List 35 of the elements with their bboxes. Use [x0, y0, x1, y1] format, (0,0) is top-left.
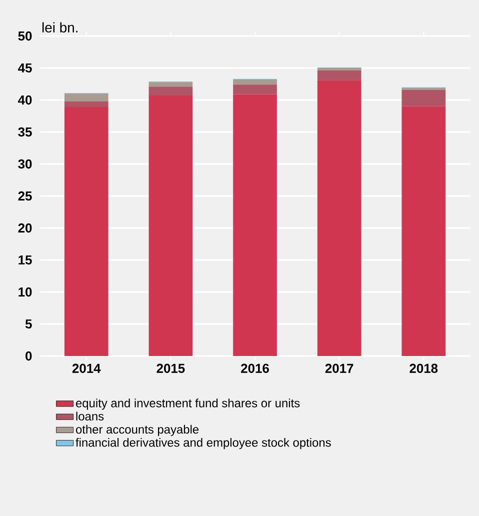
bar — [402, 106, 446, 356]
bar — [233, 84, 277, 94]
y-tick-label: 5 — [25, 319, 32, 329]
bar — [317, 68, 362, 71]
x-tick-label: 2018 — [410, 364, 438, 373]
legend-label: financial derivatives and employee stock options — [76, 438, 331, 450]
legend-label: other accounts payable — [76, 424, 199, 436]
x-tick-label: 2016 — [241, 364, 269, 373]
y-tick-label: 15 — [18, 255, 32, 265]
bar — [317, 80, 362, 356]
y-tick-label: 45 — [18, 63, 32, 73]
bar — [148, 96, 193, 356]
y-tick-label: 0 — [26, 351, 32, 361]
bar — [317, 70, 362, 80]
bar — [233, 94, 277, 356]
bar — [148, 86, 193, 96]
bar — [64, 107, 108, 356]
bar — [148, 82, 193, 87]
bar — [402, 90, 446, 106]
x-tick-label: 2017 — [325, 364, 354, 373]
bar — [233, 80, 277, 85]
y-tick-label: 25 — [18, 191, 32, 201]
x-tick-label: 2014 — [72, 364, 101, 373]
y-axis-title: lei bn. — [42, 22, 78, 32]
y-tick-label: 50 — [18, 31, 32, 41]
y-tick-label: 35 — [18, 127, 32, 137]
y-tick-label: 40 — [18, 95, 32, 105]
y-tick-label: 20 — [18, 223, 32, 233]
legend-label: loans — [76, 412, 104, 421]
legend-label: equity and investment fund shares or units — [76, 398, 300, 410]
x-tick-label: 2015 — [156, 364, 185, 373]
bar — [64, 94, 108, 102]
y-tick-label: 10 — [18, 287, 32, 297]
bar — [64, 101, 108, 108]
y-tick-label: 30 — [18, 159, 32, 169]
